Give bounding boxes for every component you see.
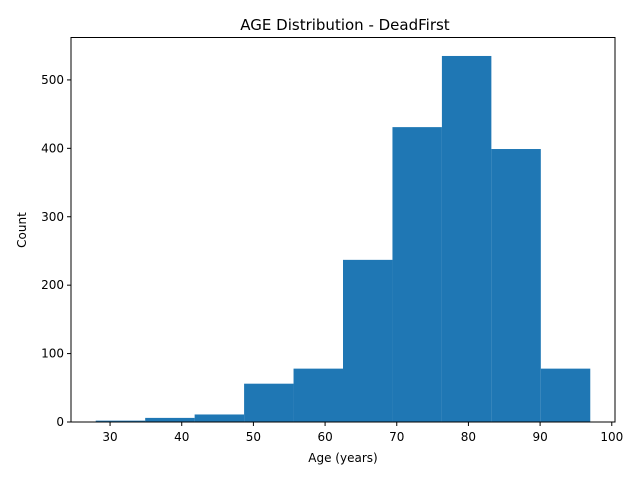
x-tick-label: 70 <box>389 430 404 444</box>
x-tick-label: 50 <box>246 430 261 444</box>
histogram-bar <box>392 127 442 423</box>
histogram-bar <box>441 55 492 423</box>
y-axis-ticks: 0 100 200 300 400 500 <box>41 73 71 429</box>
x-axis-label: Age (years) <box>308 451 377 465</box>
x-tick-label: 80 <box>461 430 476 444</box>
x-tick-label: 40 <box>174 430 189 444</box>
histogram-bar <box>540 368 591 422</box>
x-tick-label: 90 <box>532 430 547 444</box>
y-tick-label: 100 <box>41 347 64 361</box>
histogram-bar <box>95 420 146 422</box>
bars-group <box>95 55 591 423</box>
x-tick-label: 60 <box>317 430 332 444</box>
y-axis-label: Count <box>15 212 29 248</box>
histogram-bar <box>293 368 343 422</box>
x-tick-label: 100 <box>600 430 623 444</box>
histogram-bar <box>244 383 294 422</box>
histogram-bar <box>194 414 245 422</box>
x-axis-ticks: 30 40 50 60 70 80 90 100 <box>102 422 623 444</box>
plot-frame <box>70 37 616 423</box>
x-tick-label: 30 <box>102 430 117 444</box>
histogram-bar <box>145 417 195 422</box>
y-tick-label: 400 <box>41 141 64 155</box>
chart-title: AGE Distribution - DeadFirst <box>240 16 450 34</box>
y-tick-label: 0 <box>56 415 64 429</box>
y-tick-label: 500 <box>41 73 64 87</box>
y-tick-label: 200 <box>41 278 64 292</box>
histogram-bar <box>343 259 393 422</box>
histogram-bar <box>491 149 541 422</box>
y-tick-label: 300 <box>41 210 64 224</box>
